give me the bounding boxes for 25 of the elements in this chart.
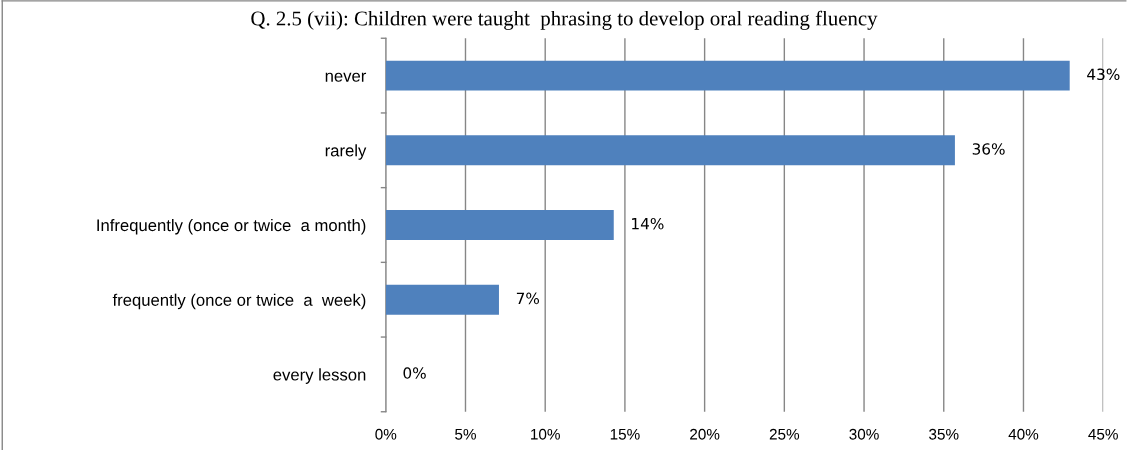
bar <box>385 284 499 315</box>
y-tick-label: never <box>325 72 367 82</box>
chart-title: Q. 2.5 (vii): Children were taught phrasing to develop oral reading fluency <box>251 10 878 30</box>
x-tick-label: 5% <box>455 428 476 440</box>
x-tick-label: 0% <box>375 428 397 440</box>
x-tick-label: 30% <box>849 428 879 440</box>
y-tick-label: Infrequently (once or twice a month) <box>97 218 366 235</box>
y-tick-label: rarely <box>325 144 367 160</box>
data-label: 14% <box>632 217 664 230</box>
bar <box>385 135 955 166</box>
x-tick-label: 10% <box>531 428 560 440</box>
x-tick-label: 25% <box>769 428 800 440</box>
x-tick-label: 45% <box>1088 428 1118 440</box>
y-tick-label: every lesson <box>273 368 366 384</box>
y-tick-label: frequently (once or twice a week) <box>112 293 366 310</box>
data-label: 36% <box>972 143 1005 155</box>
x-tick-label: 40% <box>1008 428 1039 440</box>
data-label: 7% <box>516 292 540 305</box>
bar <box>385 210 614 240</box>
x-tick-label: 15% <box>610 428 640 440</box>
data-label: 0% <box>403 367 426 379</box>
data-label: 43% <box>1087 68 1120 81</box>
bar <box>385 60 1070 91</box>
x-tick-label: 35% <box>929 428 959 440</box>
x-tick-label: 20% <box>690 428 720 440</box>
